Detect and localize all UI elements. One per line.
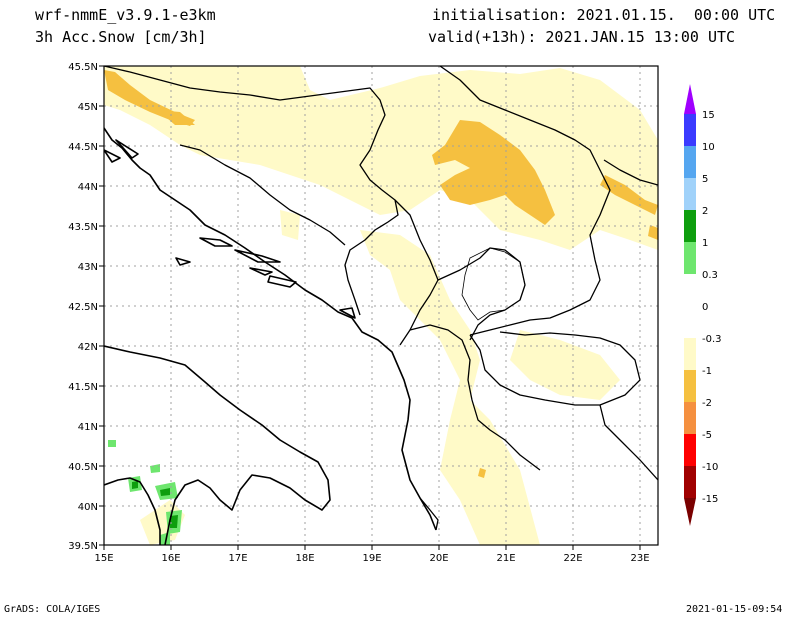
colorbar-label: -15: [702, 494, 718, 505]
lat-label: 43N: [78, 262, 98, 273]
lon-label: 20E: [429, 553, 448, 564]
init-time: initialisation: 2021.01.15. 00:00 UTC: [432, 6, 776, 24]
map-plot-area: [104, 66, 658, 545]
snow-darkgreen-patches: [132, 481, 178, 528]
coastlines: [104, 127, 437, 545]
colorbar-swatch: [684, 114, 696, 146]
colorbar-label: -5: [702, 430, 712, 441]
lat-labels: 45.5N 45N 44.5N 44N 43.5N 43N 42.5N 42N …: [68, 62, 98, 552]
lat-label: 41N: [78, 422, 98, 433]
model-title: wrf-nmmE_v3.9.1-e3km: [35, 6, 216, 24]
lat-label: 42.5N: [68, 302, 98, 313]
colorbar-swatch: [684, 434, 696, 466]
colorbar-bottom-arrow: [684, 498, 696, 526]
colorbar-swatch: [684, 402, 696, 434]
colorbar-swatch: [684, 274, 696, 306]
colorbar-swatch: [684, 338, 696, 370]
lat-label: 45.5N: [68, 62, 98, 73]
colorbar-label: -2: [702, 398, 712, 409]
lon-label: 17E: [228, 553, 247, 564]
lon-labels: 15E 16E 17E 18E 19E 20E 21E 22E 23E: [94, 553, 649, 564]
lat-label: 44N: [78, 182, 98, 193]
snow-moderate-areas: [104, 70, 658, 478]
colorbar-swatch: [684, 178, 696, 210]
colorbar-label: 0.3: [702, 270, 718, 281]
lon-label: 23E: [630, 553, 649, 564]
colorbar-label: 0: [702, 302, 708, 313]
colorbar-swatch: [684, 370, 696, 402]
colorbar-label: 10: [702, 142, 715, 153]
lat-label: 43.5N: [68, 222, 98, 233]
lat-label: 45N: [78, 102, 98, 113]
colorbar-label: -10: [702, 462, 718, 473]
colorbar-label: 15: [702, 110, 715, 121]
colorbar-swatch: [684, 210, 696, 242]
colorbar-label: -1: [702, 366, 712, 377]
colorbar: 15 10 5 2 1 0.3 0 -0.3 -1 -2 -5 -10 -15: [684, 84, 722, 526]
footer-timestamp: 2021-01-15-09:54: [686, 604, 783, 615]
lon-label: 16E: [161, 553, 180, 564]
footer-credit: GrADS: COLA/IGES: [4, 604, 101, 615]
lon-label: 18E: [295, 553, 314, 564]
lat-label: 42N: [78, 342, 98, 353]
national-borders: [104, 66, 658, 531]
lat-label: 39.5N: [68, 541, 98, 552]
lon-label: 22E: [563, 553, 582, 564]
lat-label: 44.5N: [68, 142, 98, 153]
kosovo-boundary: [461, 247, 526, 321]
variable-title: 3h Acc.Snow [cm/3h]: [35, 28, 207, 46]
lat-label: 41.5N: [68, 382, 98, 393]
colorbar-label: 1: [702, 238, 708, 249]
lat-label: 40.5N: [68, 462, 98, 473]
colorbar-swatch: [684, 242, 696, 274]
colorbar-swatch: [684, 146, 696, 178]
colorbar-swatch: [684, 466, 696, 498]
map-grid: [104, 66, 658, 545]
colorbar-swatch: [684, 306, 696, 338]
lon-label: 21E: [496, 553, 515, 564]
colorbar-label: -0.3: [702, 334, 722, 345]
lon-label: 15E: [94, 553, 113, 564]
colorbar-label: 2: [702, 206, 708, 217]
lon-label: 19E: [362, 553, 381, 564]
valid-time: valid(+13h): 2021.JAN.15 13:00 UTC: [428, 28, 736, 46]
lat-label: 40N: [78, 502, 98, 513]
axis-ticks: [99, 65, 641, 550]
colorbar-label: 5: [702, 174, 708, 185]
colorbar-top-arrow: [684, 84, 696, 114]
